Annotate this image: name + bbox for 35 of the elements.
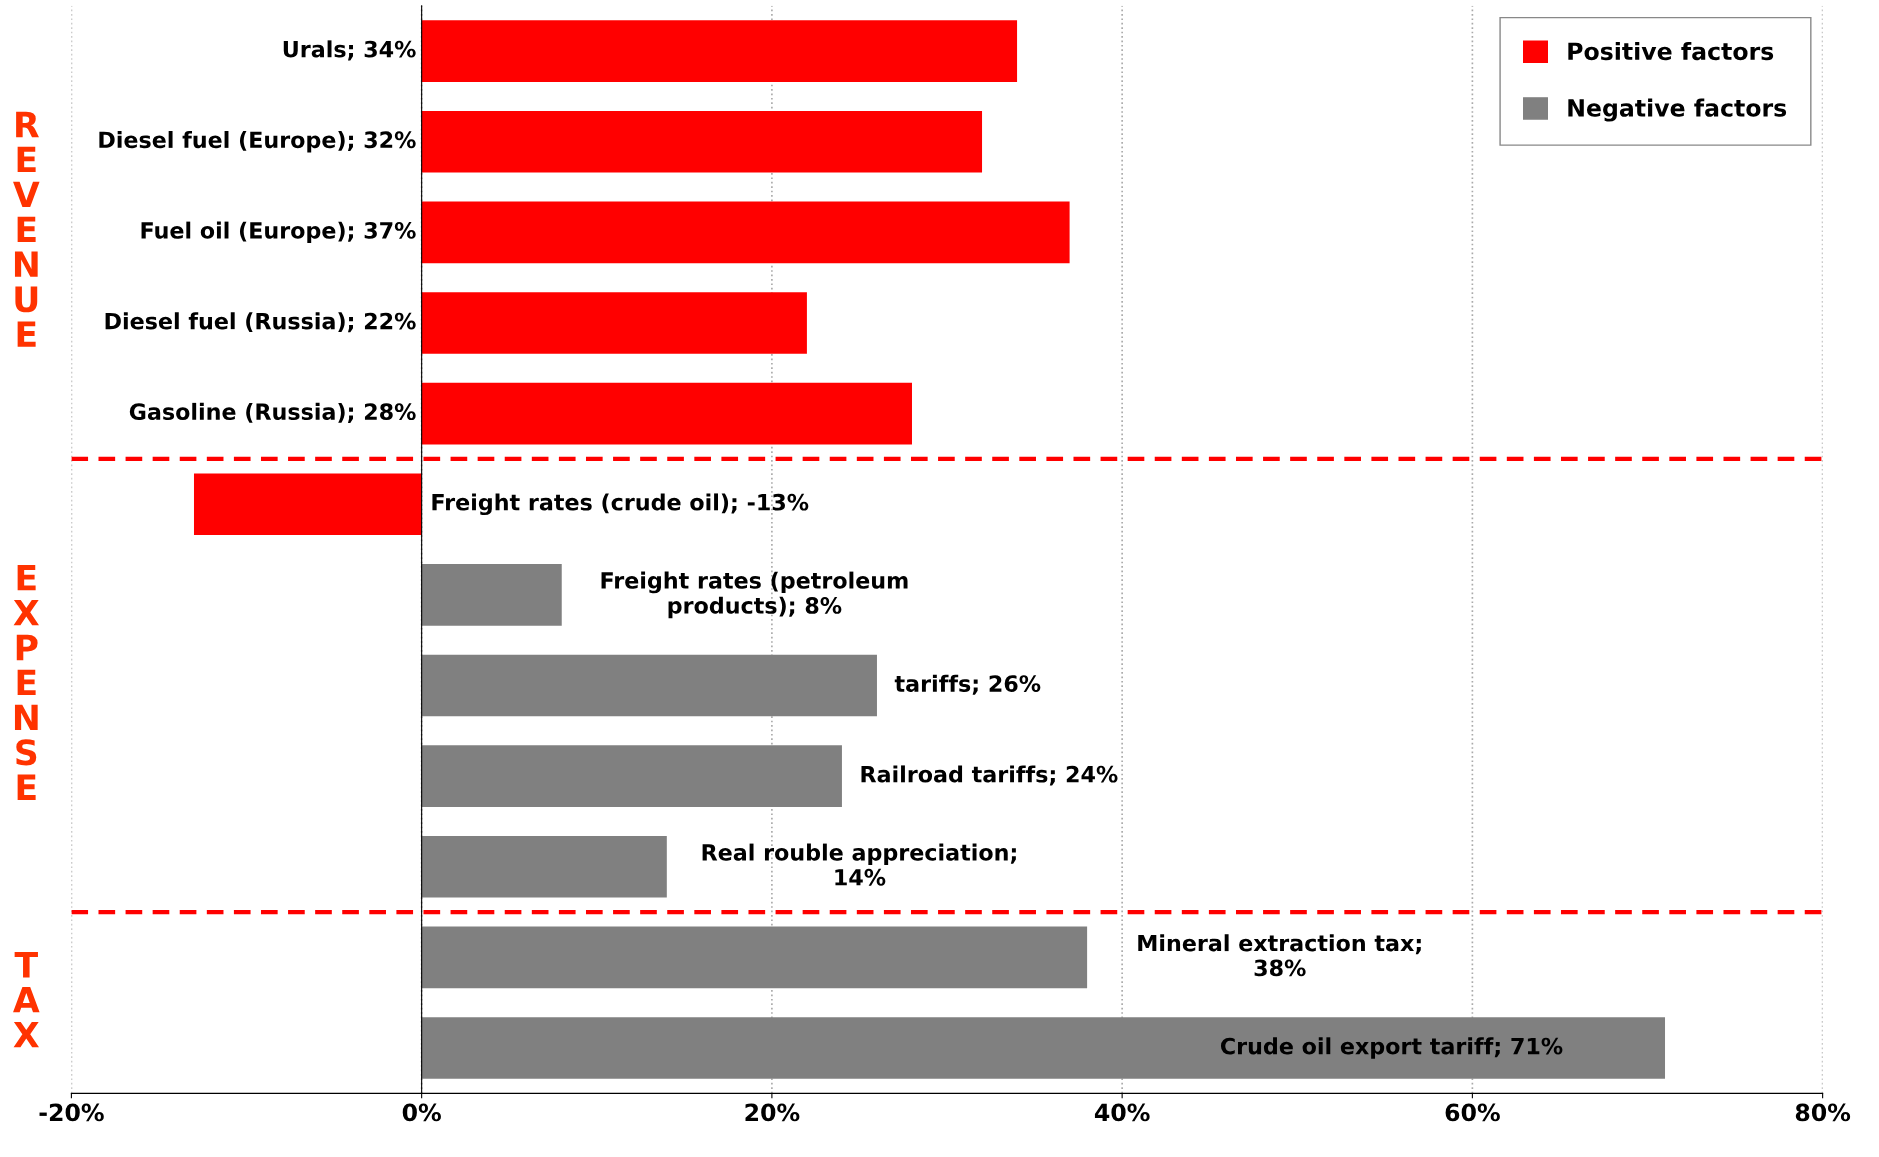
- y-tick-label: Diesel fuel (Europe); 32%: [99, 130, 416, 153]
- bar: [421, 654, 877, 717]
- y-tick-label: Urals; 34%: [283, 40, 416, 61]
- bar: [421, 20, 1018, 82]
- y-tick-label: Fuel oil (Europe); 37%: [141, 221, 416, 244]
- text: REVENUE: [13, 111, 40, 347]
- x-tick-label: 20%: [745, 1103, 800, 1122]
- text: EXPENSE: [13, 565, 39, 800]
- bar: [421, 564, 562, 626]
- y-tick-label: tariffs; 26%: [894, 674, 1041, 695]
- text: TAX: [13, 952, 40, 1048]
- bar: [193, 473, 422, 536]
- bar: [421, 201, 1070, 264]
- y-tick-label: Freight rates (crude oil); -13%: [432, 493, 809, 516]
- bar: [421, 292, 807, 354]
- bar: [421, 1017, 1666, 1079]
- x-tick-label: 40%: [1094, 1103, 1150, 1122]
- bar: [421, 835, 667, 898]
- y-tick-label: Real rouble appreciation; 14%: [702, 843, 1016, 886]
- y-tick-label: Gasoline (Russia); 28%: [129, 402, 416, 423]
- y-tick-label: Railroad tariffs; 24%: [861, 765, 1118, 786]
- bar: [421, 926, 1088, 989]
- bar: [421, 382, 912, 445]
- y-tick-label: Diesel fuel (Russia); 22%: [105, 312, 416, 333]
- y-tick-label: Crude oil export tariff; 71%: [1220, 1037, 1563, 1059]
- bar: [421, 110, 983, 173]
- y-tick-label: Mineral extraction tax; 38%: [1138, 934, 1421, 977]
- legend-label: Positive factors: [1568, 41, 1774, 61]
- bar: [421, 745, 842, 807]
- x-tick-label: 60%: [1445, 1103, 1500, 1122]
- x-tick-label: -20%: [39, 1103, 104, 1122]
- x-tick-label: 80%: [1795, 1103, 1851, 1122]
- y-tick-label: Freight rates (petroleum products); 8%: [601, 571, 908, 619]
- legend-label: Negative factors: [1568, 98, 1787, 122]
- x-tick-label: 0%: [402, 1103, 441, 1122]
